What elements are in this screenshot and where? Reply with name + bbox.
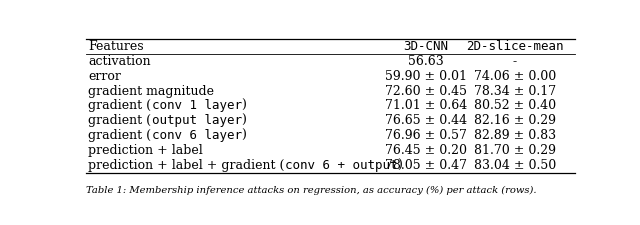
Text: 72.60 ± 0.45: 72.60 ± 0.45 [385, 85, 467, 97]
Text: ): ) [241, 114, 246, 127]
Text: conv 6 layer: conv 6 layer [152, 129, 241, 142]
Text: 83.04 ± 0.50: 83.04 ± 0.50 [474, 159, 556, 172]
Text: 78.34 ± 0.17: 78.34 ± 0.17 [474, 85, 556, 97]
Text: 71.01 ± 0.64: 71.01 ± 0.64 [385, 99, 467, 112]
Text: prediction + label: prediction + label [88, 144, 203, 157]
Text: activation: activation [88, 55, 151, 68]
Text: 76.45 ± 0.20: 76.45 ± 0.20 [385, 144, 467, 157]
Text: error: error [88, 70, 122, 83]
Text: ): ) [241, 129, 246, 142]
Text: 82.89 ± 0.83: 82.89 ± 0.83 [474, 129, 556, 142]
Text: gradient (: gradient ( [88, 114, 152, 127]
Text: prediction + label + gradient (: prediction + label + gradient ( [88, 159, 285, 172]
Text: 59.90 ± 0.01: 59.90 ± 0.01 [385, 70, 467, 83]
Text: conv 1 layer: conv 1 layer [152, 99, 241, 112]
Text: 82.16 ± 0.29: 82.16 ± 0.29 [474, 114, 556, 127]
Text: 80.52 ± 0.40: 80.52 ± 0.40 [474, 99, 556, 112]
Text: output layer: output layer [152, 114, 241, 127]
Text: Features: Features [88, 40, 144, 53]
Text: 78.05 ± 0.47: 78.05 ± 0.47 [385, 159, 467, 172]
Text: 76.96 ± 0.57: 76.96 ± 0.57 [385, 129, 467, 142]
Text: 3D-CNN: 3D-CNN [403, 40, 448, 53]
Text: gradient (: gradient ( [88, 99, 152, 112]
Text: 2D-slice-mean: 2D-slice-mean [467, 40, 564, 53]
Text: 56.63: 56.63 [408, 55, 444, 68]
Text: ): ) [397, 159, 403, 172]
Text: ): ) [241, 99, 246, 112]
Text: gradient (: gradient ( [88, 129, 152, 142]
Text: conv 6 + output: conv 6 + output [285, 159, 397, 172]
Text: Table 1: Membership inference attacks on regression, as accuracy (%) per attack : Table 1: Membership inference attacks on… [86, 186, 536, 195]
Text: 76.65 ± 0.44: 76.65 ± 0.44 [385, 114, 467, 127]
Text: 74.06 ± 0.00: 74.06 ± 0.00 [474, 70, 556, 83]
Text: 81.70 ± 0.29: 81.70 ± 0.29 [474, 144, 556, 157]
Text: gradient magnitude: gradient magnitude [88, 85, 214, 97]
Text: -: - [513, 55, 517, 68]
